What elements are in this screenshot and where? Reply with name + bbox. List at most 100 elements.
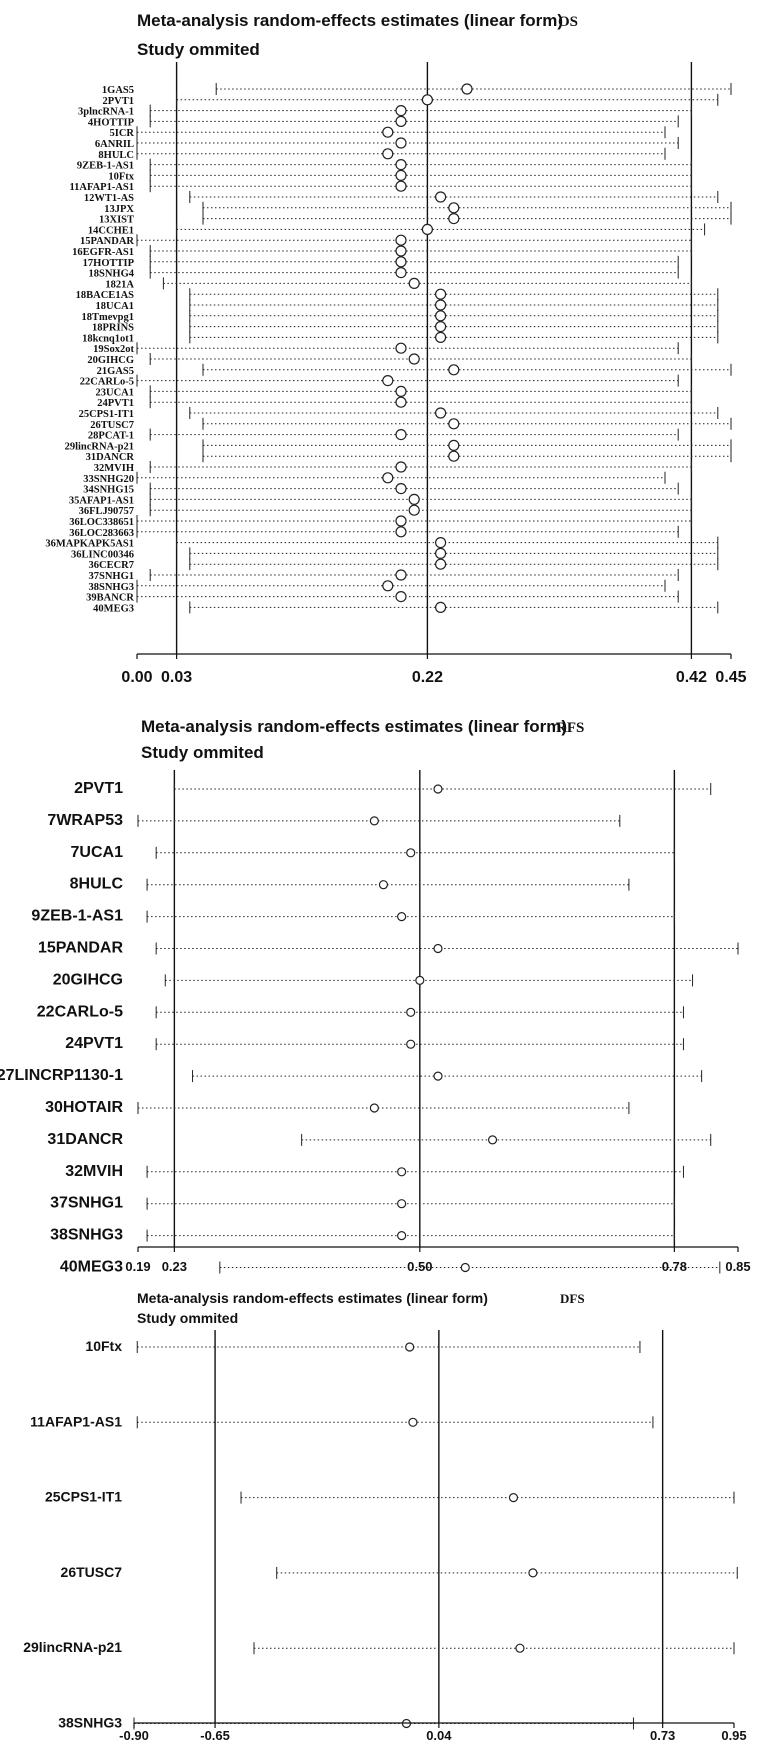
study-label: 35AFAP1-AS1 xyxy=(69,495,134,506)
study-label: 5ICR xyxy=(109,128,134,139)
point-estimate-marker xyxy=(528,1568,538,1578)
x-tick-label: 0.95 xyxy=(721,1728,746,1743)
point-estimate-marker xyxy=(395,267,407,279)
study-label: 31DANCR xyxy=(47,1131,123,1148)
study-label: 29lincRNA-p21 xyxy=(65,441,134,452)
study-label: 11AFAP1-AS1 xyxy=(30,1413,122,1429)
point-estimate-marker xyxy=(448,202,460,214)
dfs-panel: Meta-analysis random-effects estimates (… xyxy=(23,1290,746,1743)
study-label: 2PVT1 xyxy=(74,780,123,797)
dfs-subtitle: Study ommited xyxy=(137,1310,238,1326)
point-estimate-marker xyxy=(397,1167,407,1177)
os-title: Meta-analysis random-effects estimates (… xyxy=(137,11,563,30)
point-estimate-marker xyxy=(382,472,394,484)
study-label: 38SNHG3 xyxy=(50,1227,123,1244)
x-tick-label: 0.85 xyxy=(725,1259,750,1274)
study-label: 36LOC338651 xyxy=(69,517,134,528)
point-estimate-marker xyxy=(395,180,407,192)
point-estimate-marker xyxy=(382,126,394,138)
x-tick-label: 0.50 xyxy=(407,1259,432,1274)
point-estimate-marker xyxy=(433,1071,443,1081)
x-tick-label: -0.65 xyxy=(200,1728,230,1743)
x-tick-label: 0.23 xyxy=(162,1259,187,1274)
point-estimate-marker xyxy=(395,169,407,181)
point-estimate-marker xyxy=(397,1230,407,1241)
study-label: 6ANRIL xyxy=(95,139,134,150)
study-label: 38SNHG3 xyxy=(58,1715,122,1731)
point-estimate-marker xyxy=(508,1492,519,1503)
rfs-subtitle: Study ommited xyxy=(141,743,264,762)
study-label: 20GIHCG xyxy=(53,971,123,988)
study-label: 28PCAT-1 xyxy=(88,431,134,442)
point-estimate-marker xyxy=(460,1262,470,1273)
rfs-panel: Meta-analysis random-effects estimates (… xyxy=(0,717,751,1276)
point-estimate-marker xyxy=(369,1103,379,1113)
study-label: 27LINCRP1130-1 xyxy=(0,1067,123,1084)
study-label: 18Tmevpg1 xyxy=(82,312,135,323)
os-subtitle: Study ommited xyxy=(137,40,260,59)
study-label: 34SNHG15 xyxy=(83,485,134,496)
point-estimate-marker xyxy=(515,1643,525,1653)
study-label: 29lincRNA-p21 xyxy=(23,1639,122,1655)
point-estimate-marker xyxy=(435,310,447,322)
study-label: 2PVT1 xyxy=(103,96,135,107)
point-estimate-marker xyxy=(395,385,407,397)
study-label: 40MEG3 xyxy=(60,1259,123,1276)
point-estimate-marker xyxy=(395,104,407,117)
study-label: 1821A xyxy=(105,279,134,290)
study-label: 36MAPKAPK5AS1 xyxy=(45,539,134,550)
study-label: 36LOC283663 xyxy=(69,528,134,539)
study-label: 26TUSC7 xyxy=(90,420,134,431)
point-estimate-marker xyxy=(382,148,394,160)
study-label: 15PANDAR xyxy=(80,236,134,247)
x-tick-label: 0.03 xyxy=(161,669,192,686)
point-estimate-marker xyxy=(395,429,407,441)
study-label: 22CARLo-5 xyxy=(80,377,134,388)
point-estimate-marker xyxy=(395,115,407,128)
study-label: 7WRAP53 xyxy=(47,812,123,829)
point-estimate-marker xyxy=(378,880,389,890)
point-estimate-marker xyxy=(421,94,433,106)
point-estimate-marker xyxy=(395,483,407,495)
x-tick-label: 0.78 xyxy=(662,1259,687,1274)
point-estimate-marker xyxy=(408,277,420,289)
study-label: 7UCA1 xyxy=(71,844,124,861)
point-estimate-marker xyxy=(382,375,394,387)
study-label: 38SNHG3 xyxy=(88,582,134,593)
point-estimate-marker xyxy=(408,493,420,505)
study-label: 21GAS5 xyxy=(97,366,134,377)
point-estimate-marker xyxy=(395,590,407,603)
x-tick-label: 0.19 xyxy=(125,1259,150,1274)
point-estimate-marker xyxy=(421,223,433,235)
point-estimate-marker xyxy=(435,536,447,549)
point-estimate-marker xyxy=(433,784,443,794)
study-label: 18BACE1AS xyxy=(76,290,135,301)
point-estimate-marker xyxy=(435,299,447,311)
x-tick-label: -0.90 xyxy=(119,1728,149,1743)
study-label: 1GAS5 xyxy=(102,85,134,96)
study-label: 37SNHG1 xyxy=(88,571,134,582)
os-panel: Meta-analysis random-effects estimates (… xyxy=(45,11,746,686)
study-label: 25CPS1-IT1 xyxy=(45,1489,122,1505)
x-tick-label: 0.04 xyxy=(426,1728,452,1743)
study-label: 20GIHCG xyxy=(87,355,134,366)
study-label: 32MVIH xyxy=(65,1163,123,1180)
point-estimate-marker xyxy=(395,461,407,473)
point-estimate-marker xyxy=(405,1342,415,1352)
point-estimate-marker xyxy=(408,504,420,516)
x-tick-label: 0.45 xyxy=(715,669,746,686)
point-estimate-marker xyxy=(435,407,447,419)
study-label: 18kcnq1ot1 xyxy=(82,333,134,344)
study-label: 23UCA1 xyxy=(96,387,135,398)
study-label: 12WT1-AS xyxy=(84,193,134,204)
x-tick-label: 0.73 xyxy=(650,1728,675,1743)
study-label: 33SNHG20 xyxy=(83,474,134,485)
study-label: 18SNHG4 xyxy=(88,269,134,280)
study-label: 8HULC xyxy=(70,876,124,893)
x-tick-label: 0.22 xyxy=(412,669,443,686)
point-estimate-marker xyxy=(406,848,416,858)
study-label: 36CECR7 xyxy=(88,560,134,571)
point-estimate-marker xyxy=(415,975,425,986)
point-estimate-marker xyxy=(395,526,407,538)
study-label: 24PVT1 xyxy=(65,1035,123,1052)
